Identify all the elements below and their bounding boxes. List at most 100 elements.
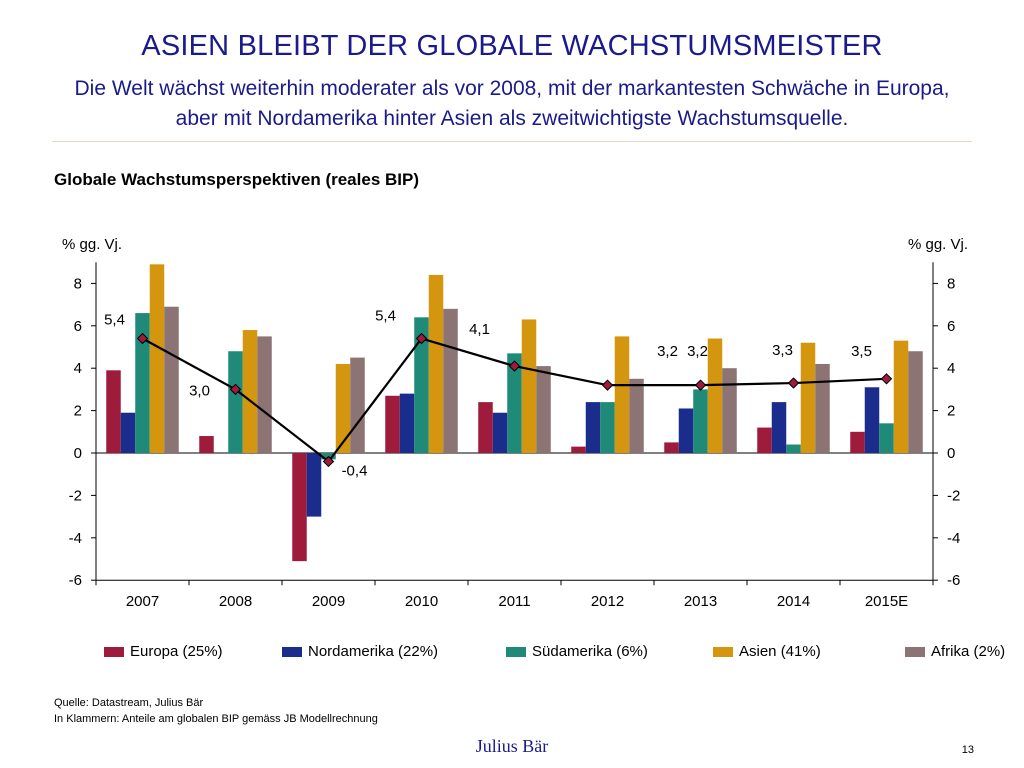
y-tick-label-right: -2 — [947, 487, 960, 504]
x-tick-label: 2010 — [405, 593, 438, 610]
bar — [306, 453, 322, 517]
bar — [600, 402, 615, 453]
y-tick-label-left: 2 — [74, 403, 82, 420]
line-point — [601, 379, 614, 391]
legend-label: Asien (41%) — [739, 643, 821, 660]
source-note: Quelle: Datastream, Julius Bär — [54, 697, 204, 709]
data-label: 3,0 — [189, 382, 210, 399]
bar — [292, 453, 307, 562]
data-label: -0,4 — [342, 462, 368, 479]
bar — [521, 319, 537, 453]
bar — [893, 340, 909, 453]
data-label: 5,4 — [375, 308, 396, 325]
bar — [257, 336, 272, 453]
chart-title: Globale Wachstumsperspektiven (reales BI… — [54, 170, 419, 189]
bar — [850, 431, 865, 453]
bar — [786, 444, 801, 453]
y-tick-label-left: 6 — [74, 318, 82, 335]
y-tick-label-right: 6 — [947, 318, 955, 335]
x-tick-label: 2012 — [591, 593, 624, 610]
legend-swatch — [282, 647, 302, 657]
bar — [164, 306, 179, 453]
legend-swatch — [905, 647, 925, 657]
page-number: 13 — [961, 744, 974, 756]
bar — [335, 363, 351, 453]
bar — [385, 395, 400, 453]
bar — [585, 402, 601, 453]
bar — [106, 370, 121, 453]
slide-subtitle: Die Welt wächst weiterhin moderater als … — [74, 77, 950, 130]
bar — [707, 338, 723, 453]
bar — [771, 402, 787, 453]
data-label: 3,3 — [772, 342, 793, 359]
bar — [149, 264, 165, 453]
bar — [908, 351, 923, 453]
y-tick-label-right: 4 — [947, 360, 955, 377]
data-label: 4,1 — [469, 321, 490, 338]
x-tick-label: 2014 — [777, 593, 810, 610]
growth-chart: 8 8 6 6 4 4 2 2 0 0 -2 -2 -4 -4 -6 -6 % gg. Vj. % gg. Vj.… — [62, 236, 1005, 660]
bar — [664, 442, 679, 453]
legend-swatch — [506, 647, 526, 657]
x-tick-label: 2009 — [312, 593, 345, 610]
line-point — [787, 377, 800, 389]
y-tick-label-left: -6 — [69, 572, 82, 589]
data-label: 3,5 — [851, 343, 872, 360]
y-tick-label-left: -2 — [69, 487, 82, 504]
bar — [879, 423, 894, 453]
bar — [443, 308, 458, 453]
y-axis-label-left: % gg. Vj. — [62, 236, 122, 253]
share-note: In Klammern: Anteile am globalen BIP gem… — [54, 713, 378, 725]
bar — [428, 274, 444, 453]
bar — [242, 330, 258, 453]
bar — [629, 378, 644, 453]
bar — [571, 446, 586, 453]
bar — [492, 412, 508, 453]
line-point — [694, 379, 707, 391]
bar — [722, 368, 737, 453]
data-label: 3,2 — [657, 343, 678, 360]
x-tick-label: 2008 — [219, 593, 252, 610]
line-point — [508, 360, 521, 372]
slide-title: ASIEN BLEIBT DER GLOBALE WACHSTUMSMEISTE… — [141, 30, 883, 62]
bar — [800, 342, 816, 453]
bar — [678, 408, 694, 453]
bar — [536, 366, 551, 453]
y-tick-label-left: 0 — [74, 445, 82, 462]
x-tick-label: 2013 — [684, 593, 717, 610]
bar — [199, 436, 214, 453]
line-point — [415, 332, 428, 345]
brand-logo: Julius Bär — [475, 736, 549, 756]
bar — [815, 363, 830, 453]
bar — [507, 353, 522, 453]
y-tick-label-left: 8 — [74, 275, 82, 292]
y-tick-label-right: 8 — [947, 275, 955, 292]
bar — [414, 317, 429, 453]
line-point — [229, 383, 242, 396]
bar — [228, 351, 243, 453]
x-tick-label: 2011 — [498, 593, 530, 610]
x-tick-label: 2015E — [865, 593, 908, 610]
legend-label: Südamerika (6%) — [532, 643, 648, 660]
bar — [350, 357, 365, 453]
line-point — [136, 332, 149, 345]
y-tick-label-left: 4 — [74, 360, 82, 377]
y-tick-label-right: 2 — [947, 403, 955, 420]
bar — [693, 389, 708, 453]
data-label: 3,2 — [687, 343, 708, 360]
title-divider — [52, 141, 972, 142]
bar — [478, 402, 493, 453]
legend-label: Europa (25%) — [130, 643, 223, 660]
y-tick-label-left: -4 — [69, 530, 82, 547]
bar — [864, 387, 880, 453]
y-axis-label-right: % gg. Vj. — [908, 236, 968, 253]
data-label: 5,4 — [104, 312, 125, 329]
legend-label: Afrika (2%) — [931, 643, 1005, 660]
legend-swatch — [104, 647, 124, 657]
line-point — [322, 455, 335, 468]
bar — [120, 412, 136, 453]
legend-label: Nordamerika (22%) — [308, 643, 438, 660]
bar — [135, 313, 150, 453]
bar — [757, 427, 772, 453]
legend-swatch — [713, 647, 733, 657]
